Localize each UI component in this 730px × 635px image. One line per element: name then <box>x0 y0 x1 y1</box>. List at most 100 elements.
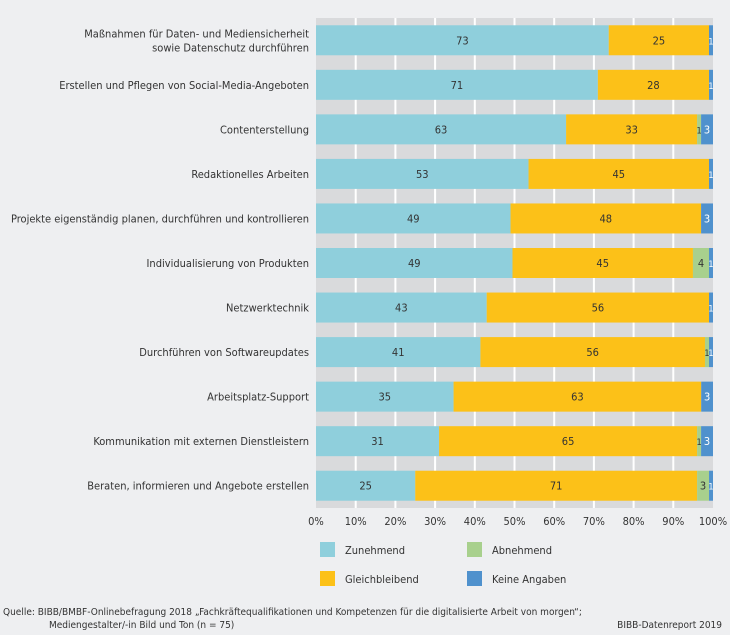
x-tick-label: 40% <box>464 515 486 528</box>
source-note: Quelle: BIBB/BMBF-Onlinebefragung 2018 „… <box>3 606 582 632</box>
data-label: 1 <box>708 349 713 359</box>
data-label: 4 <box>698 257 704 270</box>
bar-segment <box>704 337 709 368</box>
x-tick-label: 70% <box>583 515 605 528</box>
data-label: 49 <box>408 257 421 270</box>
bar-segment <box>709 292 713 323</box>
category-label: sowie Datenschutz durchführen <box>152 41 309 54</box>
bar-segment <box>439 426 698 457</box>
bar-segment <box>316 426 440 457</box>
bar-segment <box>697 426 702 457</box>
bar-segment <box>708 337 713 368</box>
bar-segment <box>701 426 713 457</box>
category-label: Beraten, informieren und Angebote erstel… <box>87 480 309 493</box>
bar-segment <box>697 470 710 501</box>
bar-segment <box>512 248 693 278</box>
bar-segment <box>316 203 511 234</box>
bar-segment <box>316 248 513 278</box>
bar-segment <box>708 248 713 278</box>
bar-segment <box>566 114 698 145</box>
legend-label: Gleichbleibend <box>345 573 419 586</box>
data-label: 71 <box>550 480 563 493</box>
legend-swatch <box>467 571 482 586</box>
data-label: 25 <box>653 34 666 47</box>
x-tick-label: 50% <box>504 515 526 528</box>
data-label: 25 <box>359 480 372 493</box>
data-label: 73 <box>456 34 469 47</box>
stacked-bar-chart: 0% 10% 20% 30% 40% 50% 60% 70% 80% 90% 100% 73 25 1 Ma… <box>11 18 727 586</box>
data-label: 33 <box>625 123 638 136</box>
bar-segment <box>316 381 454 412</box>
bar-segment <box>453 381 702 412</box>
legend-label: Keine Angaben <box>492 573 566 586</box>
x-tick-label: 80% <box>623 515 645 528</box>
data-label: 1 <box>697 438 702 448</box>
x-tick-label: 30% <box>424 515 446 528</box>
data-label: 71 <box>451 79 464 92</box>
data-label: 1 <box>708 483 713 493</box>
data-label: 48 <box>600 212 613 225</box>
data-label: 35 <box>378 391 391 404</box>
category-label: Redaktionelles Arbeiten <box>191 168 309 181</box>
data-label: 1 <box>708 305 713 315</box>
report-label: BIBB-Datenreport 2019 <box>617 620 722 631</box>
category-label: Arbeitsplatz-Support <box>207 391 309 404</box>
bar-segment <box>316 292 487 323</box>
category-label: Projekte eigenständig planen, durchführe… <box>11 212 309 225</box>
bar-segment <box>701 203 713 234</box>
x-tick-label: 60% <box>543 515 565 528</box>
data-label: 28 <box>647 79 660 92</box>
data-label: 3 <box>704 435 710 448</box>
bar-segment <box>709 470 713 501</box>
source-line-2: Mediengestalter/-in Bild und Ton (n = 75… <box>49 620 235 631</box>
data-label: 3 <box>704 123 710 136</box>
category-label: Contenterstellung <box>220 123 309 136</box>
source-line-1: Quelle: BIBB/BMBF-Onlinebefragung 2018 „… <box>3 607 582 618</box>
legend-label: Zunehmend <box>345 544 405 557</box>
category-label: Netzwerktechnik <box>226 302 309 315</box>
category-label: Maßnahmen für Daten- und Mediensicherhei… <box>84 27 309 40</box>
legend-swatch <box>467 542 482 557</box>
bar-segment <box>692 248 709 278</box>
bar-segment <box>316 114 567 145</box>
bar-segment <box>316 69 598 100</box>
bar-segment <box>480 337 705 368</box>
data-label: 1 <box>708 37 713 47</box>
x-tick-label: 0% <box>308 515 324 528</box>
bar-segment <box>597 69 710 100</box>
legend-swatch <box>320 571 335 586</box>
bar-segment <box>316 158 529 189</box>
bar-segment <box>528 158 709 189</box>
category-label: Durchführen von Softwareupdates <box>139 346 309 359</box>
data-label: 56 <box>586 346 599 359</box>
bar-segment <box>316 470 416 501</box>
bar-segment <box>415 470 698 501</box>
legend-label: Abnehmend <box>492 544 552 557</box>
data-label: 43 <box>395 302 408 315</box>
data-label: 53 <box>416 168 429 181</box>
data-label: 63 <box>435 123 448 136</box>
category-label: Kommunikation mit externen Dienstleister… <box>93 435 309 448</box>
bar-segment <box>708 25 713 56</box>
data-label: 31 <box>371 435 384 448</box>
data-label: 45 <box>612 168 625 181</box>
x-tick-label: 10% <box>345 515 367 528</box>
bar-segment <box>701 114 713 145</box>
data-label: 56 <box>592 302 605 315</box>
bar-segment <box>316 25 609 56</box>
bar-segment <box>608 25 709 56</box>
data-label: 41 <box>392 346 405 359</box>
x-tick-label: 90% <box>662 515 684 528</box>
data-label: 1 <box>708 82 713 92</box>
bar-segment <box>701 381 713 412</box>
x-tick-label: 100% <box>699 515 727 528</box>
bar-segment <box>708 158 713 189</box>
data-label: 3 <box>704 391 710 404</box>
data-label: 1 <box>704 349 709 359</box>
bar-segment <box>510 203 702 234</box>
data-label: 1 <box>708 171 713 181</box>
data-label: 49 <box>407 212 420 225</box>
bar-segment <box>697 114 702 145</box>
category-label: Individualisierung von Produkten <box>147 257 310 270</box>
data-label: 65 <box>562 435 575 448</box>
